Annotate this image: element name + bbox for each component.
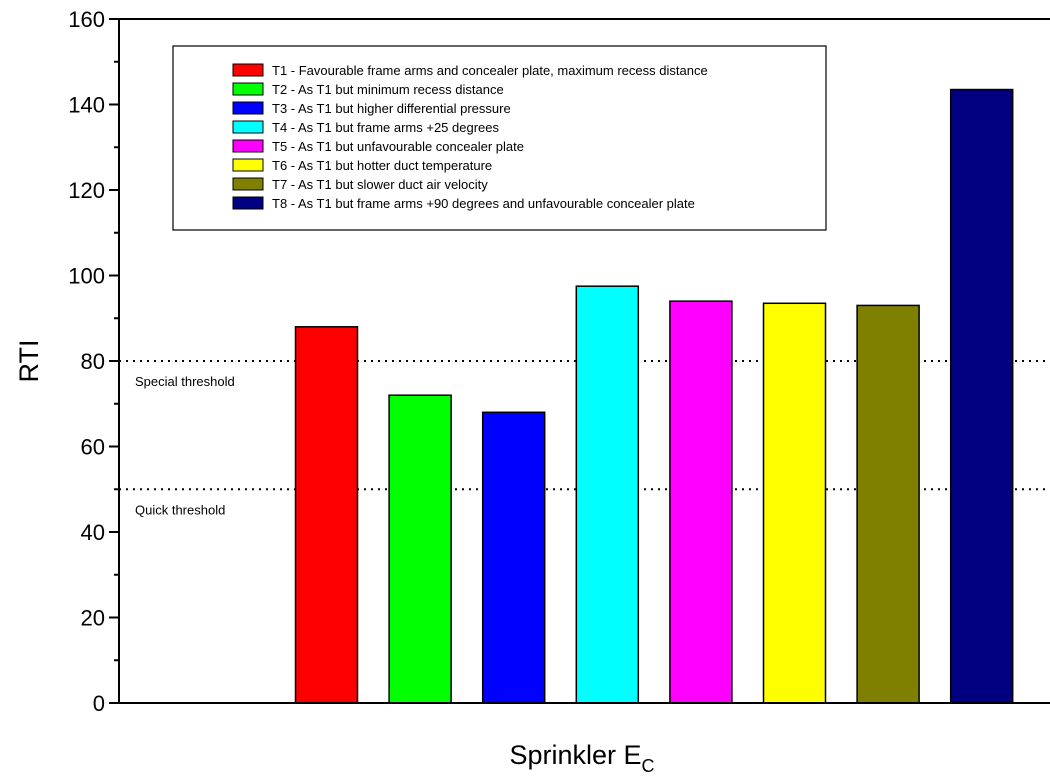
bar-t6 (762, 302, 827, 704)
legend-swatch (232, 177, 264, 191)
legend-swatch (232, 82, 264, 96)
legend-swatch (232, 120, 264, 134)
y-axis-label: RTI (14, 339, 44, 382)
bar-t2 (388, 394, 452, 704)
y-tick-label: 120 (68, 178, 105, 203)
x-axis-label-main: Sprinkler E (509, 740, 641, 770)
threshold-label: Quick threshold (135, 502, 225, 517)
legend-label: T4 - As T1 but frame arms +25 degrees (272, 120, 500, 135)
legend-swatch (232, 196, 264, 210)
bar-t8 (949, 88, 1014, 704)
legend-label: T8 - As T1 but frame arms +90 degrees an… (272, 196, 695, 211)
bar-t4 (575, 285, 640, 704)
y-tick-label: 60 (81, 435, 105, 460)
legend-swatch (232, 139, 264, 153)
legend-swatch (232, 101, 264, 115)
legend-label: T6 - As T1 but hotter duct temperature (272, 158, 492, 173)
y-tick-label: 140 (68, 93, 105, 118)
legend: T1 - Favourable frame arms and concealer… (172, 45, 827, 231)
legend-label: T5 - As T1 but unfavourable concealer pl… (272, 139, 524, 154)
y-tick-label: 20 (81, 606, 105, 631)
y-tick-label: 40 (81, 520, 105, 545)
bar-t1 (294, 326, 359, 704)
bar-t3 (481, 411, 546, 704)
bar-t5 (669, 300, 733, 704)
y-tick-label: 100 (68, 264, 105, 289)
y-tick-label: 0 (93, 691, 105, 716)
legend-label: T3 - As T1 but higher differential press… (272, 101, 511, 116)
y-ticks: 0 20 40 60 80 100 120 140 160 (68, 7, 119, 716)
legend-swatch (232, 63, 264, 77)
legend-label: T2 - As T1 but minimum recess distance (272, 82, 504, 97)
y-tick-label: 160 (68, 7, 105, 32)
threshold-lines: Special threshold Quick threshold (119, 360, 1050, 517)
legend-swatch (232, 158, 264, 172)
legend-label: T1 - Favourable frame arms and concealer… (272, 63, 708, 78)
legend-label: T7 - As T1 but slower duct air velocity (272, 177, 488, 192)
y-tick-label: 80 (81, 349, 105, 374)
threshold-label: Special threshold (135, 374, 235, 389)
x-axis-label: Sprinkler EC (509, 740, 654, 776)
bar-t7 (856, 304, 920, 704)
bars-group (294, 88, 1014, 704)
x-axis-label-subscript: C (642, 756, 655, 776)
legend-box (172, 45, 827, 231)
